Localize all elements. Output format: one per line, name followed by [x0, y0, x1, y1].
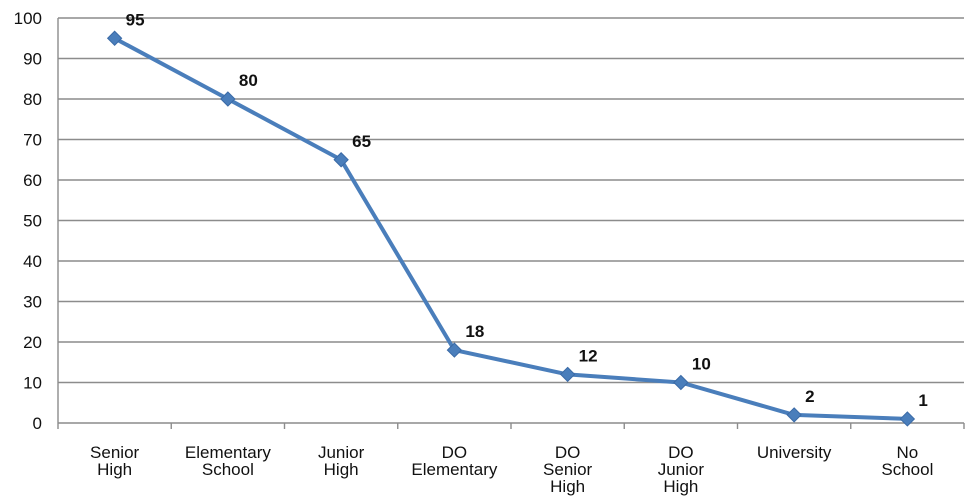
y-axis: 0 10 20 30 40 50 60 70 80 90 100	[14, 9, 59, 433]
data-point-marker	[559, 366, 576, 383]
data-label: 18	[465, 322, 484, 341]
data-label: 10	[692, 355, 711, 374]
x-tick-label: Junior High	[318, 443, 365, 479]
data-point-marker	[899, 411, 916, 427]
y-tick-label: 30	[23, 293, 42, 312]
y-tick-label: 0	[33, 414, 42, 433]
y-tick-label: 40	[23, 252, 42, 271]
y-tick-label: 10	[23, 374, 42, 393]
x-tick-label: Senior High	[90, 443, 139, 479]
data-label: 12	[579, 346, 598, 365]
y-tick-label: 80	[23, 90, 42, 109]
data-point-marker	[333, 152, 349, 168]
series-polyline	[112, 36, 910, 421]
data-label: 65	[352, 132, 371, 151]
data-point-marker	[220, 91, 236, 107]
data-point-marker	[786, 407, 802, 423]
y-tick-label: 60	[23, 171, 42, 190]
y-tick-label: 90	[23, 50, 42, 69]
x-tick-label: University	[757, 443, 832, 462]
series-line	[106, 30, 916, 427]
x-tick-label: DO Junior High	[658, 443, 705, 496]
y-tick-label: 50	[23, 212, 42, 231]
data-label: 2	[805, 387, 814, 406]
x-tick-label: DO Elementary	[411, 443, 497, 479]
data-labels: 95 80 65 18 12 10 2 1	[126, 10, 928, 410]
x-tick-label: Elementary School	[185, 443, 271, 479]
y-tick-label: 100	[14, 9, 42, 28]
y-tick-label: 20	[23, 333, 42, 352]
data-point-marker	[446, 342, 463, 358]
data-point-marker	[673, 374, 689, 391]
x-axis: Senior High Elementary School Junior High DO El…	[57, 423, 965, 496]
y-tick-label: 70	[23, 131, 42, 150]
data-point-marker	[106, 30, 123, 46]
x-tick-label: No School	[881, 443, 933, 479]
grid-lines	[58, 17, 964, 424]
x-tick-label: DO Senior High	[543, 443, 592, 496]
data-label: 1	[918, 391, 927, 410]
data-label: 80	[239, 71, 258, 90]
data-label: 95	[126, 10, 145, 29]
